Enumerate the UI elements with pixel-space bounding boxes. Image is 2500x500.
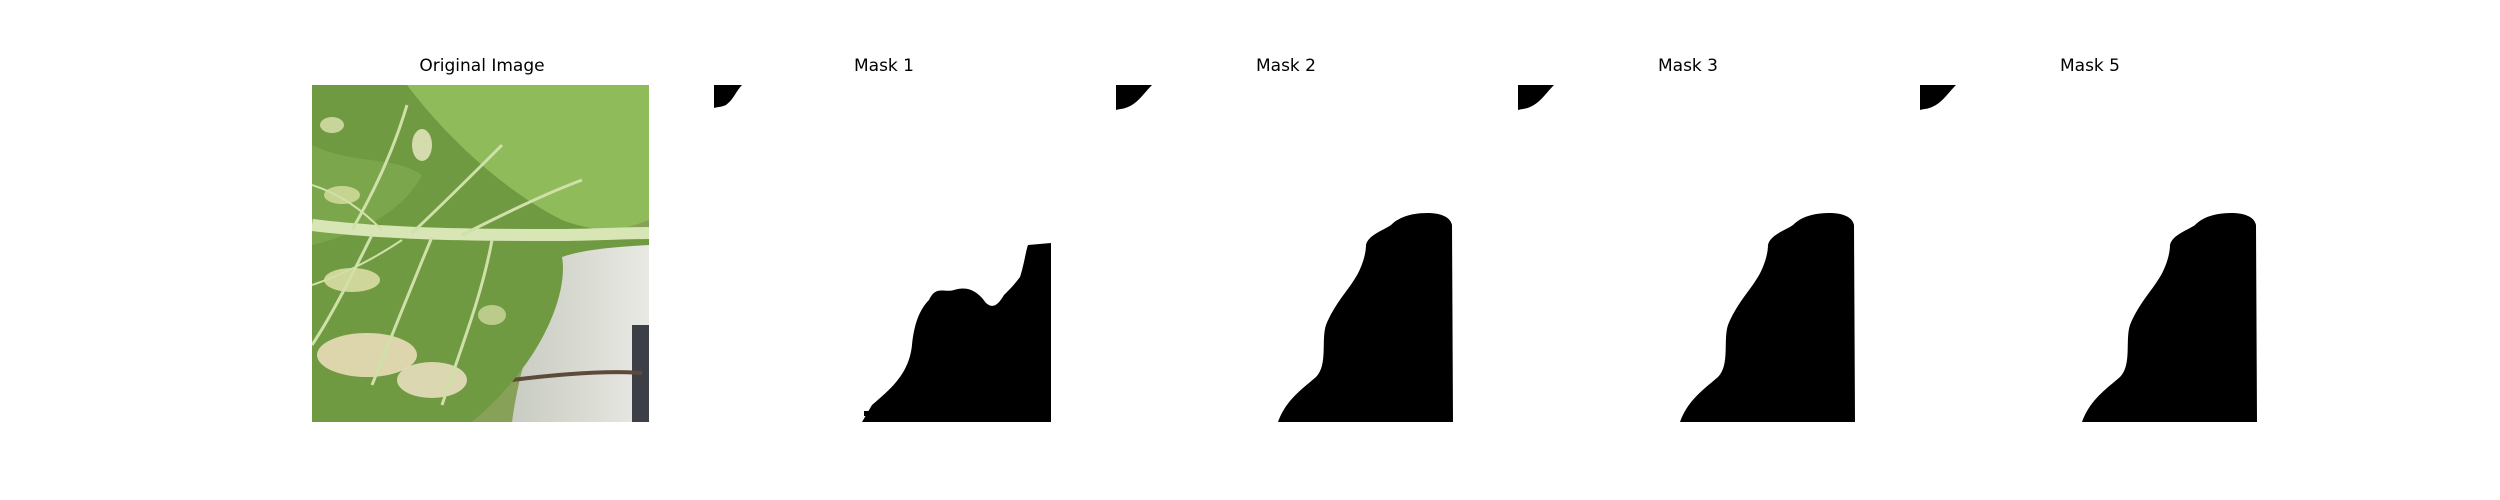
panel-title: Mask 3 [1657, 56, 1718, 76]
original-photo [312, 85, 649, 422]
mask-image [1518, 85, 1855, 422]
mask-image [714, 85, 1051, 422]
mask-image [1116, 85, 1453, 422]
panel-title: Mask 1 [853, 56, 914, 76]
mask-image [1920, 85, 2257, 422]
panel-title: Mask 2 [1255, 56, 1316, 76]
panel-title: Original Image [419, 56, 545, 76]
panel-title: Mask 5 [2059, 56, 2120, 76]
